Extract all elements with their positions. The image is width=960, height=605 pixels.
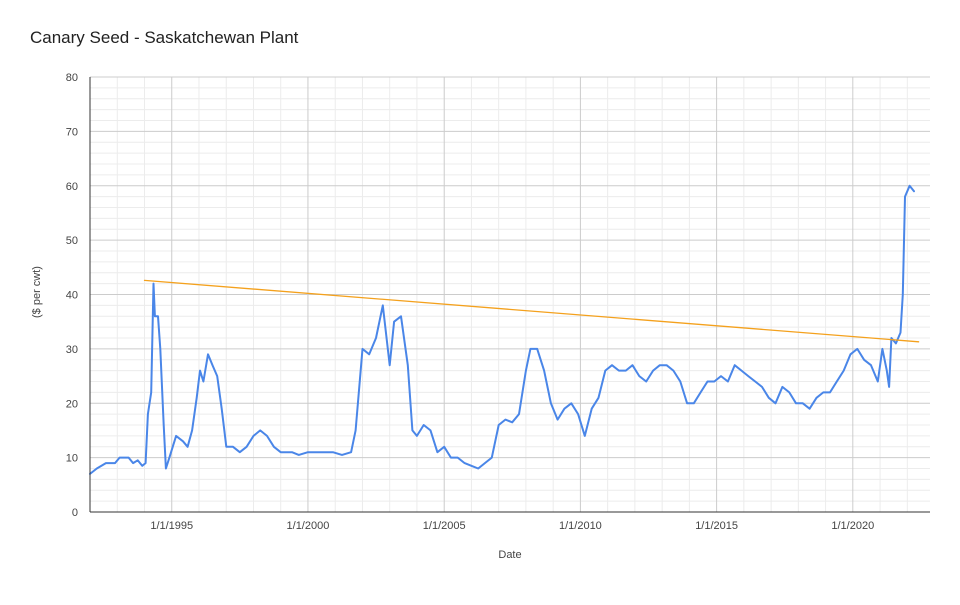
x-axis-title: Date [498, 549, 521, 561]
grid-major [90, 76, 930, 512]
x-tick-label: 1/1/2020 [831, 520, 874, 532]
y-tick-label: 60 [66, 181, 78, 193]
x-tick-label: 1/1/2005 [423, 520, 466, 532]
y-axis-title: ($ per cwt) [31, 266, 43, 318]
trend-line [143, 279, 920, 343]
y-tick-label: 50 [66, 235, 78, 247]
x-tick-label: 1/1/1995 [150, 520, 193, 532]
series-layer [89, 184, 920, 475]
price-series-line [89, 184, 915, 475]
x-tick-label: 1/1/2015 [695, 520, 738, 532]
y-tick-label: 0 [72, 507, 78, 519]
y-tick-label: 70 [66, 126, 78, 138]
y-tick-label: 30 [66, 344, 78, 356]
axes-layer [89, 77, 930, 513]
ticks-layer: 0 10 20 30 40 50 60 70 80 1/1/1995 1/1/2000 1/1/200… [66, 72, 874, 532]
y-tick-label: 10 [66, 453, 78, 465]
x-tick-label: 1/1/2000 [287, 520, 330, 532]
x-tick-label: 1/1/2010 [559, 520, 602, 532]
grid-minor [90, 77, 930, 512]
y-tick-label: 20 [66, 398, 78, 410]
y-tick-label: 80 [66, 72, 78, 84]
y-tick-label: 40 [66, 290, 78, 302]
chart-title: Canary Seed - Saskatchewan Plant [30, 28, 299, 47]
